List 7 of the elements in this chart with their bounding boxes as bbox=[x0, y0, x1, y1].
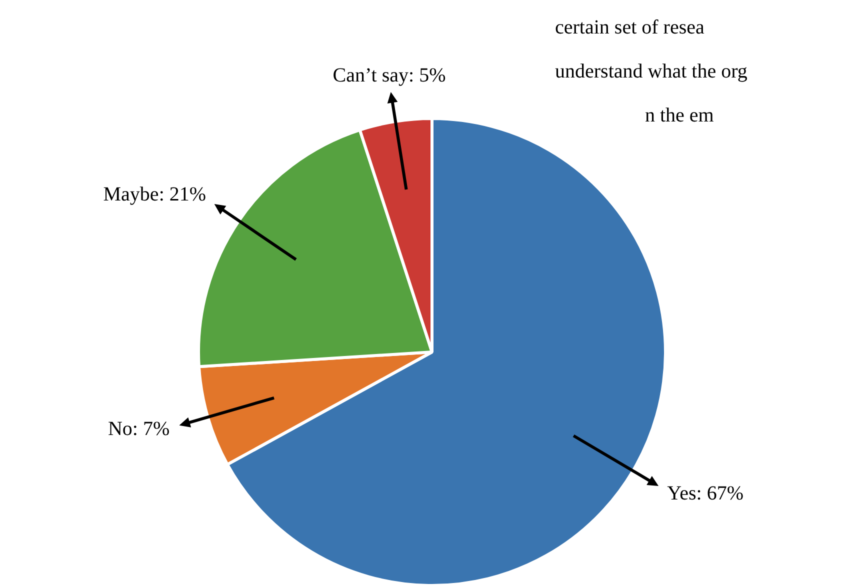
slice-label: Yes: 67% bbox=[667, 482, 744, 504]
text: n the em bbox=[645, 104, 714, 126]
slice-label: Maybe: 21% bbox=[103, 183, 206, 206]
slice-label: Can’t say: 5% bbox=[332, 64, 446, 86]
slice-label: No: 7% bbox=[108, 418, 170, 440]
text: certain set of resea bbox=[555, 16, 704, 38]
text: understand what the org bbox=[555, 60, 748, 82]
